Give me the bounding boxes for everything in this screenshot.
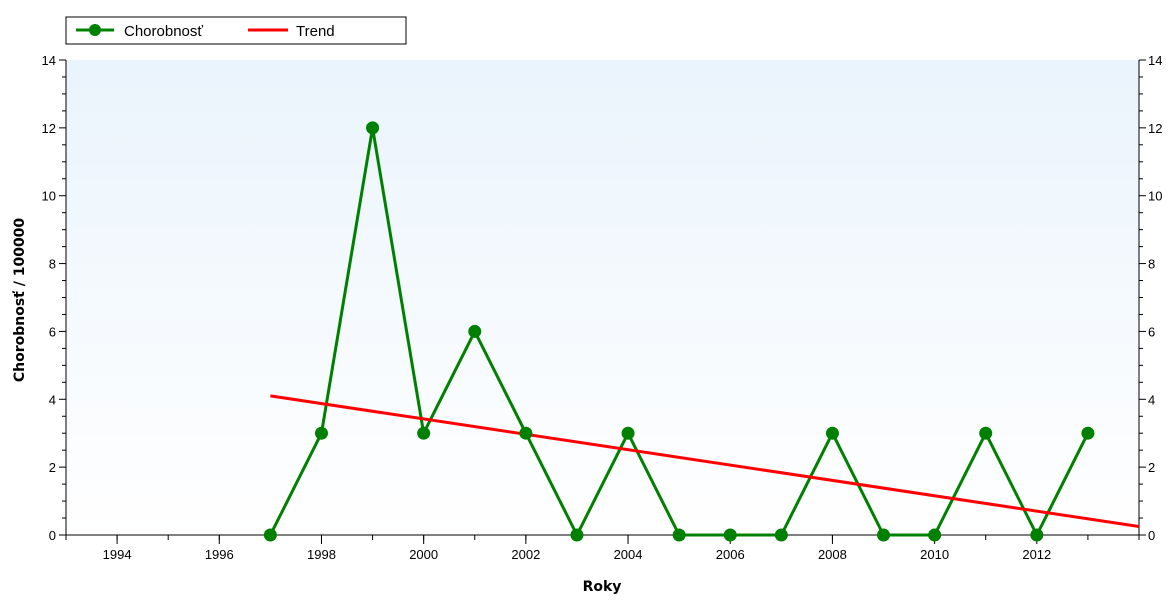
y-tick-label-right: 14 (1148, 53, 1162, 68)
y-tick-label-left: 14 (42, 53, 56, 68)
y-ticks: 0 0 2 2 4 4 6 6 8 8 10 10 12 12 14 14 (42, 53, 1163, 543)
data-point-chorobnost (570, 528, 584, 542)
data-point-chorobnost (928, 528, 942, 542)
x-ticks: 1994 1996 1998 2000 2002 2004 2006 2008 2010 2012 (65, 535, 1140, 562)
y-tick-label-left: 10 (42, 189, 56, 204)
data-point-chorobnost (672, 528, 686, 542)
data-point-chorobnost (825, 426, 839, 440)
y-tick-label-right: 4 (1148, 392, 1155, 407)
x-tick-label: 2008 (818, 547, 847, 562)
y-tick-label-right: 10 (1148, 189, 1162, 204)
legend-label-chorobnost: Chorobnosť (124, 23, 203, 40)
x-tick-label: 2006 (716, 547, 745, 562)
x-axis-title: Roky (583, 579, 622, 595)
y-tick-label-right: 6 (1148, 324, 1155, 339)
y-tick-label-right: 12 (1148, 121, 1162, 136)
data-point-chorobnost (774, 528, 788, 542)
y-tick-label-right: 2 (1148, 460, 1155, 475)
x-tick-label: 2010 (920, 547, 949, 562)
x-tick-label: 2012 (1022, 547, 1051, 562)
y-tick-label-right: 8 (1148, 257, 1155, 272)
data-point-chorobnost (979, 426, 993, 440)
legend-box (65, 16, 407, 45)
x-tick-label: 2004 (614, 547, 643, 562)
y-tick-label-left: 2 (49, 460, 56, 475)
data-point-chorobnost (468, 324, 482, 338)
data-point-chorobnost (1081, 426, 1095, 440)
y-tick-label-right: 0 (1148, 528, 1155, 543)
data-point-chorobnost (417, 426, 431, 440)
legend: Chorobnosť Trend (65, 16, 407, 45)
x-tick-label: 2002 (511, 547, 540, 562)
data-point-chorobnost (519, 426, 533, 440)
legend-label-trend: Trend (296, 23, 335, 40)
x-tick-label: 1996 (205, 547, 234, 562)
data-point-chorobnost (366, 121, 380, 135)
y-tick-label-left: 4 (49, 392, 56, 407)
series-layer (263, 121, 1140, 542)
y-axis-title: Chorobnosť / 100000 (12, 218, 28, 383)
data-point-chorobnost (314, 426, 328, 440)
data-point-chorobnost (723, 528, 737, 542)
x-tick-label: 2000 (409, 547, 438, 562)
legend-marker-chorobnost (89, 24, 101, 36)
series-line-trend (270, 394, 1140, 529)
y-tick-label-left: 6 (49, 324, 56, 339)
data-point-chorobnost (877, 528, 891, 542)
y-tick-label-left: 0 (49, 528, 56, 543)
data-point-chorobnost (263, 528, 277, 542)
x-tick-label: 1998 (307, 547, 336, 562)
y-tick-label-left: 8 (49, 257, 56, 272)
y-tick-label-left: 12 (42, 121, 56, 136)
x-tick-label: 1994 (103, 547, 132, 562)
data-point-chorobnost (621, 426, 635, 440)
plot-area (66, 60, 1139, 535)
data-point-chorobnost (1030, 528, 1044, 542)
